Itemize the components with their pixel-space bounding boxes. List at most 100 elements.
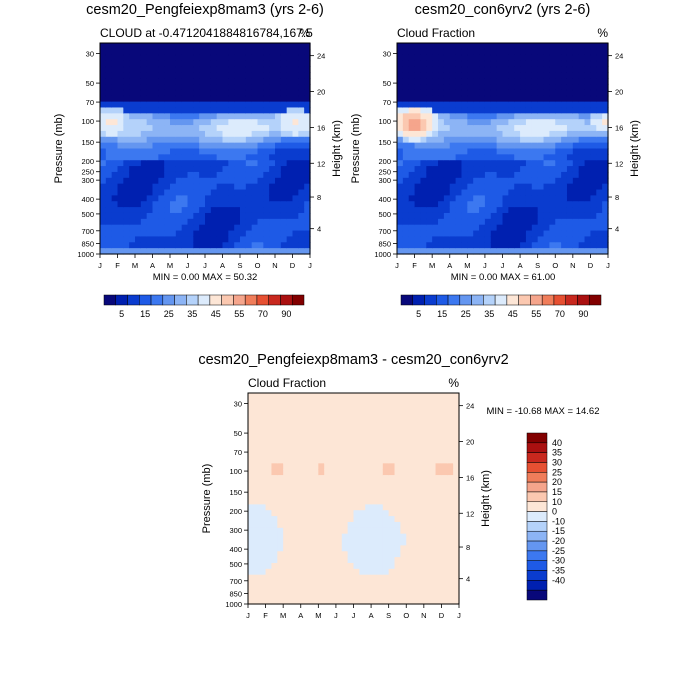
contour-cell <box>175 125 183 132</box>
contour-cell <box>388 557 396 564</box>
contour-cell <box>353 516 360 523</box>
contour-cell <box>453 557 460 564</box>
contour-cell <box>170 201 177 208</box>
contour-cell <box>423 598 431 605</box>
contour-cell <box>382 557 390 564</box>
contour-cell <box>514 89 521 97</box>
contour-cell <box>388 586 396 593</box>
contour-cell <box>484 66 492 73</box>
contour-cell <box>414 160 422 167</box>
contour-cell <box>271 469 278 476</box>
contour-cell <box>453 445 460 453</box>
contour-cell <box>158 166 165 173</box>
contour-cell <box>397 43 404 50</box>
contour-cell <box>502 48 509 56</box>
contour-cell <box>152 125 159 132</box>
contour-cell <box>467 236 474 243</box>
contour-cell <box>365 504 372 511</box>
contour-cell <box>432 89 439 97</box>
contour-cell <box>561 101 568 109</box>
contour-cell <box>289 533 296 541</box>
contour-cell <box>263 166 270 173</box>
contour-cell <box>170 195 177 202</box>
contour-cell <box>298 113 305 120</box>
contour-cell <box>484 177 492 185</box>
contour-cell <box>502 242 509 249</box>
contour-cell <box>129 84 136 91</box>
contour-cell <box>371 533 378 541</box>
contour-cell <box>443 48 451 56</box>
contour-cell <box>234 48 241 56</box>
contour-cell <box>461 154 468 161</box>
contour-cell <box>543 248 550 255</box>
contour-cell <box>341 422 349 429</box>
colorbar-label: 70 <box>258 309 268 319</box>
contour-cell <box>294 451 302 459</box>
contour-cell <box>205 207 212 214</box>
contour-cell <box>402 148 410 155</box>
contour-cell <box>324 492 331 500</box>
contour-cell <box>175 212 183 220</box>
contour-cell <box>455 236 463 243</box>
contour-cell <box>420 171 427 179</box>
contour-cell <box>461 142 468 150</box>
contour-cell <box>347 498 355 505</box>
contour-cell <box>210 119 218 126</box>
contour-cell <box>318 434 325 441</box>
contour-cell <box>449 236 457 243</box>
contour-cell <box>549 242 556 249</box>
contour-cell <box>429 598 437 605</box>
contour-cell <box>394 486 401 494</box>
contour-cell <box>347 562 355 570</box>
contour-cell <box>216 207 224 214</box>
y-tick-label: 700 <box>378 227 391 236</box>
contour-cell <box>572 101 580 109</box>
contour-cell <box>259 451 267 459</box>
contour-cell <box>298 48 305 56</box>
contour-cell <box>222 101 229 109</box>
contour-cell <box>205 183 212 191</box>
contour-cell <box>298 78 305 85</box>
contour-cell <box>335 486 343 494</box>
contour-cell <box>435 457 443 464</box>
contour-cell <box>502 125 509 132</box>
y-right-axis-label: Height (km) <box>629 120 641 177</box>
contour-cell <box>543 195 550 202</box>
contour-cell <box>412 574 419 582</box>
contour-cell <box>572 224 580 232</box>
contour-cell <box>426 189 433 196</box>
contour-cell <box>426 195 433 202</box>
contour-cell <box>479 154 486 161</box>
contour-cell <box>455 130 463 138</box>
contour-cell <box>304 248 311 255</box>
contour-cell <box>473 89 480 97</box>
contour-cell <box>455 84 463 91</box>
contour-cell <box>596 78 603 85</box>
contour-cell <box>449 101 457 109</box>
contour-cell <box>187 183 194 191</box>
contour-cell <box>277 404 284 412</box>
contour-cell <box>199 78 206 85</box>
contour-cell <box>365 480 372 488</box>
contour-cell <box>394 410 401 418</box>
contour-cell <box>292 54 299 62</box>
contour-cell <box>394 533 401 541</box>
contour-cell <box>199 43 206 50</box>
contour-cell <box>455 171 463 179</box>
contour-cell <box>253 586 261 593</box>
colorbar-swatch <box>588 294 602 306</box>
colorbar-swatch <box>459 294 472 306</box>
contour-cell <box>158 195 165 202</box>
contour-cell <box>432 224 439 232</box>
colorbar-label: -30 <box>552 556 565 566</box>
contour-cell <box>508 43 515 50</box>
contour-cell <box>441 451 448 459</box>
contour-cell <box>292 166 299 173</box>
contour-cell <box>306 486 314 494</box>
contour-cell <box>193 171 200 179</box>
contour-cell <box>312 539 319 546</box>
contour-cell <box>414 171 422 179</box>
contour-cell <box>280 166 288 173</box>
contour-cell <box>298 248 305 255</box>
contour-cell <box>417 416 425 423</box>
